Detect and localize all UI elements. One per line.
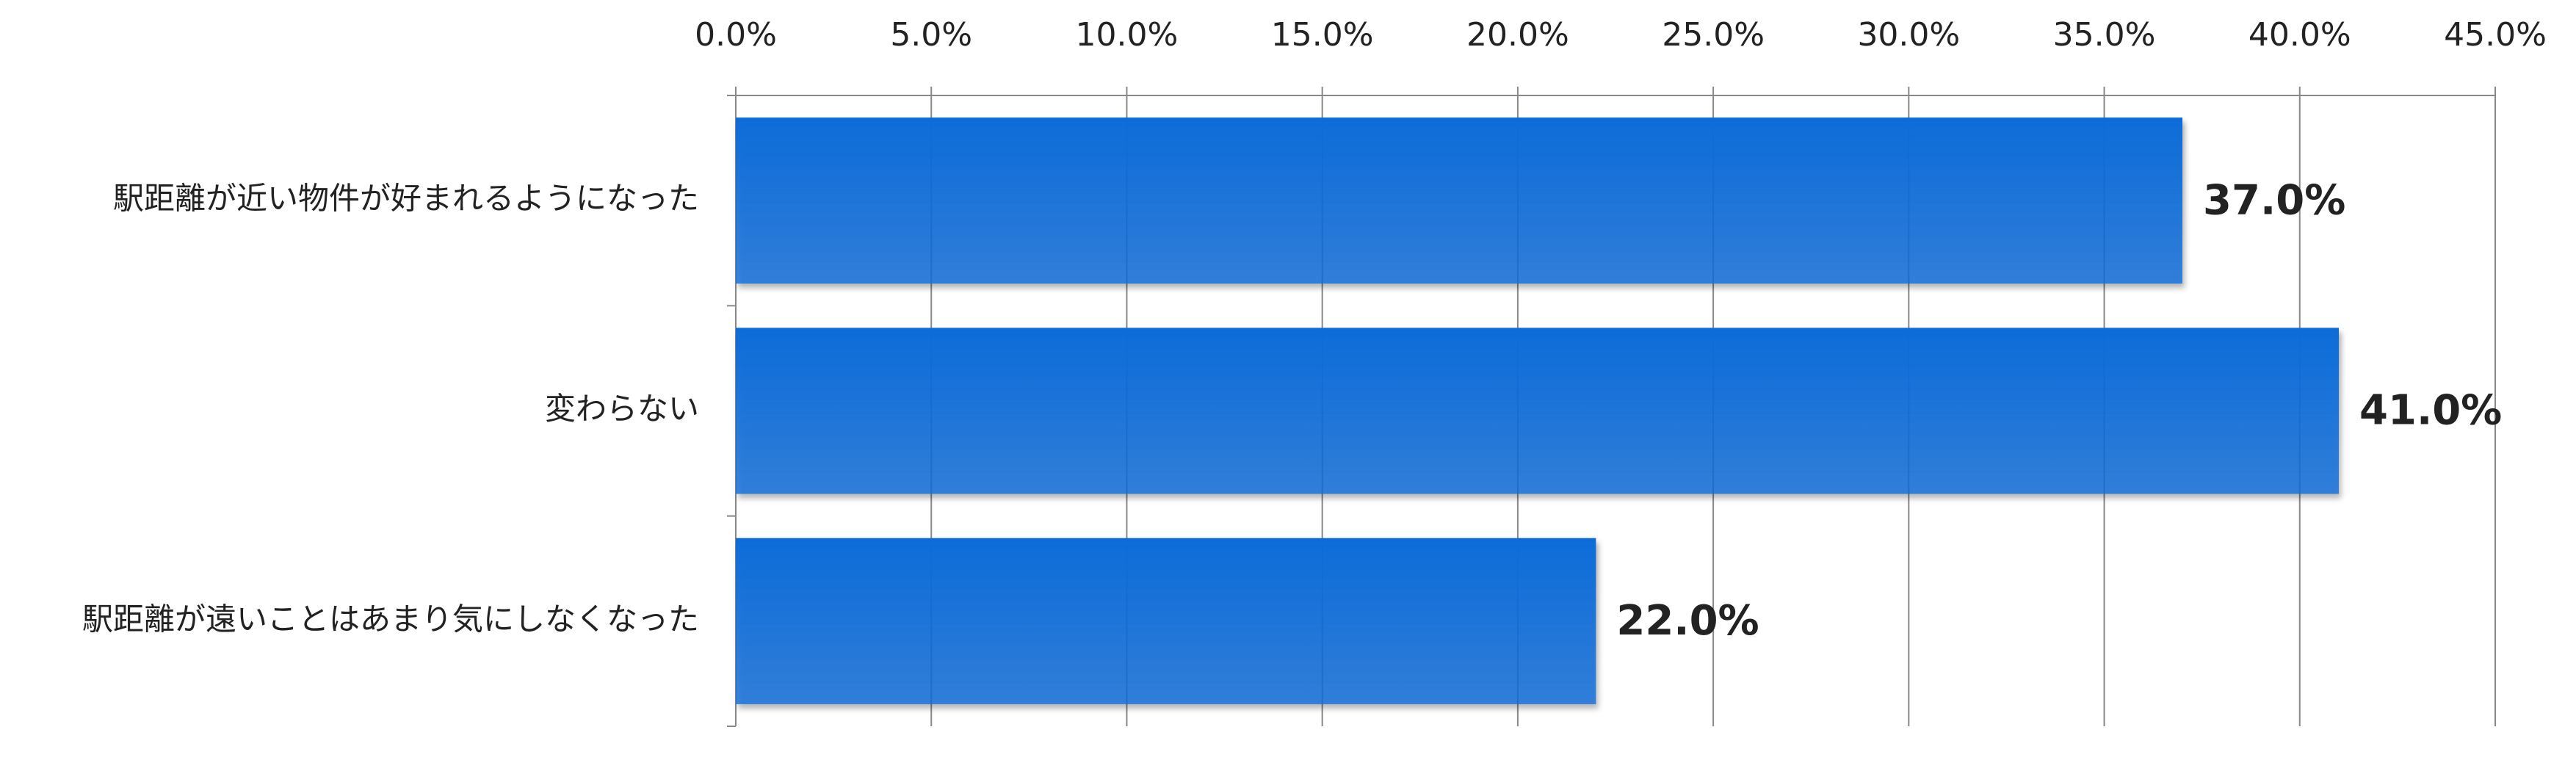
x-tick-label: 30.0% <box>1857 16 1960 54</box>
x-tick-label: 25.0% <box>1662 16 1765 54</box>
category-label: 変わらない <box>545 391 699 427</box>
data-label: 37.0% <box>2203 176 2345 224</box>
x-tick-label: 35.0% <box>2053 16 2156 54</box>
bar <box>736 328 2340 494</box>
x-tick-label: 40.0% <box>2248 16 2351 54</box>
category-label: 駅距離が遠いことはあまり気にしなくなった <box>82 601 699 637</box>
x-tick-label: 10.0% <box>1076 16 1179 54</box>
x-tick-label: 45.0% <box>2444 16 2547 54</box>
x-tick-label: 0.0% <box>695 16 777 54</box>
data-label: 22.0% <box>1616 597 1759 645</box>
bar <box>736 538 1596 704</box>
category-label: 駅距離が近い物件が好まれるようになった <box>113 181 699 217</box>
x-tick-label: 20.0% <box>1466 16 1569 54</box>
data-label: 41.0% <box>2359 387 2502 435</box>
x-tick-label: 15.0% <box>1271 16 1374 54</box>
bar <box>736 117 2183 284</box>
x-tick-label: 5.0% <box>890 16 972 54</box>
